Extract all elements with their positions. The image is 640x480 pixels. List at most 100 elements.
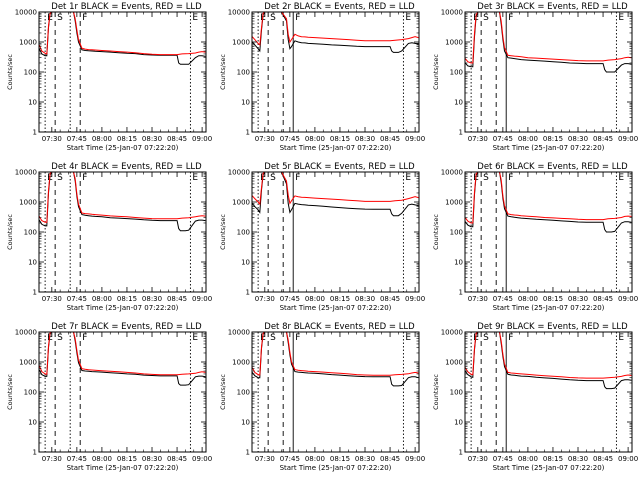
y-tick-label: 1000 — [19, 39, 37, 47]
y-tick-label: 100 — [237, 229, 250, 237]
x-tick-label: 08:00 — [305, 135, 325, 143]
event-marker-label: S — [483, 173, 489, 183]
y-tick-label: 10000 — [228, 329, 250, 337]
x-tick-label: 08:15 — [543, 455, 563, 463]
x-tick-label: 07:45 — [280, 455, 300, 463]
plot-frame — [38, 331, 207, 453]
events-series-line — [465, 332, 632, 390]
y-tick-label: 1000 — [232, 359, 250, 367]
x-tick-label: 08:00 — [305, 455, 325, 463]
y-tick-label: 1 — [33, 129, 37, 137]
y-tick-label: 1000 — [19, 199, 37, 207]
event-marker-label: E — [192, 173, 198, 183]
x-tick-label: 08:15 — [117, 135, 137, 143]
panel-title: Det 5r BLACK = Events, RED = LLD — [264, 162, 415, 172]
panel-2: Det 2r BLACK = Events, RED = LLD Counts/s… — [219, 2, 425, 152]
x-tick-label: 08:00 — [518, 455, 538, 463]
x-tick-label: 08:30 — [568, 455, 588, 463]
panel-6: Det 6r BLACK = Events, RED = LLD Counts/s… — [432, 162, 638, 312]
event-marker-label: S — [483, 333, 489, 343]
lld-series-line — [465, 12, 632, 64]
panel-title: Det 9r BLACK = Events, RED = LLD — [477, 322, 628, 332]
y-tick-label: 100 — [24, 389, 37, 397]
x-tick-label: 08:15 — [543, 135, 563, 143]
x-tick-label: 08:15 — [117, 295, 137, 303]
event-marker-label: E — [47, 13, 53, 23]
event-marker-label: F — [295, 173, 300, 183]
panel-1: Det 1r BLACK = Events, RED = LLD Counts/s… — [6, 2, 212, 152]
y-axis-label: Counts/sec — [432, 214, 440, 250]
event-marker-label: S — [270, 333, 276, 343]
event-marker-label: F — [82, 173, 87, 183]
panel-title: Det 4r BLACK = Events, RED = LLD — [51, 162, 202, 172]
y-tick-label: 1 — [246, 129, 250, 137]
y-tick-label: 1 — [459, 289, 463, 297]
x-tick-label: 08:30 — [142, 295, 162, 303]
event-marker-label: S — [57, 333, 63, 343]
x-axis-label: Start Time (25-Jan-07 07:22:20) — [280, 464, 392, 472]
x-tick-label: 08:30 — [355, 135, 375, 143]
y-tick-label: 1 — [246, 449, 250, 457]
panel-7: Det 7r BLACK = Events, RED = LLD Counts/s… — [6, 322, 212, 472]
y-tick-label: 1 — [246, 289, 250, 297]
x-tick-label: 07:45 — [280, 135, 300, 143]
x-tick-label: 08:45 — [593, 455, 613, 463]
x-tick-label: 09:00 — [192, 135, 212, 143]
x-tick-label: 08:15 — [330, 295, 350, 303]
x-tick-label: 07:45 — [67, 135, 87, 143]
y-tick-label: 100 — [450, 229, 463, 237]
y-tick-label: 1000 — [19, 359, 37, 367]
x-tick-label: 08:00 — [518, 295, 538, 303]
x-tick-label: 08:15 — [330, 455, 350, 463]
x-tick-label: 08:30 — [355, 455, 375, 463]
plot-frame — [464, 331, 633, 453]
x-tick-label: 07:45 — [493, 135, 513, 143]
panel-8: Det 8r BLACK = Events, RED = LLD Counts/s… — [219, 322, 425, 472]
x-tick-label: 08:30 — [142, 135, 162, 143]
event-marker-label: F — [508, 173, 513, 183]
x-tick-label: 07:30 — [255, 295, 275, 303]
x-tick-label: 07:45 — [280, 295, 300, 303]
y-tick-label: 1 — [33, 289, 37, 297]
y-axis-label: Counts/sec — [219, 54, 227, 90]
x-tick-label: 09:00 — [618, 295, 638, 303]
event-marker-label: E — [192, 333, 198, 343]
y-tick-label: 1000 — [445, 359, 463, 367]
y-tick-label: 100 — [24, 229, 37, 237]
y-tick-label: 10 — [454, 259, 463, 267]
events-series-line — [252, 12, 419, 53]
y-tick-label: 100 — [450, 69, 463, 77]
lld-series-line — [252, 12, 419, 46]
event-marker-label: S — [57, 173, 63, 183]
event-marker-label: F — [82, 13, 87, 23]
x-tick-label: 08:30 — [568, 295, 588, 303]
y-axis-label: Counts/sec — [219, 214, 227, 250]
y-tick-label: 10000 — [228, 169, 250, 177]
events-series-line — [39, 332, 206, 386]
y-axis-label: Counts/sec — [432, 374, 440, 410]
panel-9: Det 9r BLACK = Events, RED = LLD Counts/s… — [432, 322, 638, 472]
event-marker-label: E — [405, 173, 411, 183]
y-tick-label: 10000 — [15, 329, 37, 337]
panel-title: Det 7r BLACK = Events, RED = LLD — [51, 322, 202, 332]
event-marker-label: F — [295, 13, 300, 23]
x-tick-label: 08:30 — [355, 295, 375, 303]
y-tick-label: 10000 — [441, 9, 463, 17]
y-tick-label: 1000 — [445, 199, 463, 207]
event-marker-label: E — [618, 13, 624, 23]
x-tick-label: 08:00 — [92, 295, 112, 303]
y-tick-label: 100 — [24, 69, 37, 77]
lld-series-line — [39, 12, 206, 56]
x-tick-label: 07:30 — [468, 135, 488, 143]
event-marker-label: E — [192, 13, 198, 23]
x-tick-label: 08:45 — [167, 455, 187, 463]
y-tick-label: 1 — [459, 129, 463, 137]
x-tick-label: 08:45 — [593, 295, 613, 303]
events-series-line — [465, 172, 632, 233]
lld-series-line — [252, 332, 419, 376]
lld-series-line — [39, 332, 206, 376]
event-marker-label: F — [295, 333, 300, 343]
y-tick-label: 10000 — [441, 329, 463, 337]
lld-series-line — [465, 332, 632, 379]
